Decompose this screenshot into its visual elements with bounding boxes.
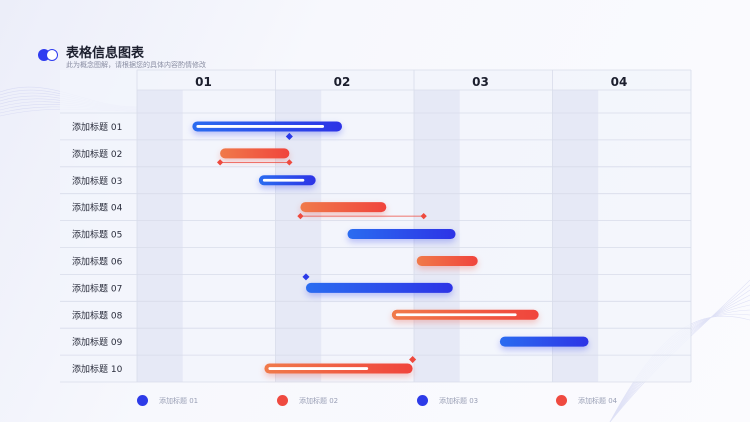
task-bar [220, 148, 290, 159]
column-header-label: 04 [611, 75, 628, 89]
row-label: 添加标题 03 [72, 175, 122, 187]
legend-dot-icon [137, 395, 148, 406]
row-label: 添加标题 05 [72, 229, 122, 241]
task-bar [300, 202, 387, 213]
progress-track [196, 125, 325, 128]
legend-label: 添加标题 03 [439, 397, 479, 405]
row-label: 添加标题 01 [72, 121, 122, 133]
row-label: 添加标题 06 [72, 255, 123, 267]
column-band [552, 90, 599, 382]
progress-track [395, 313, 517, 317]
row-label: 添加标题 02 [72, 148, 122, 160]
milestone-marker [409, 356, 417, 364]
row-label: 添加标题 04 [72, 202, 123, 214]
page-title: 表格信息图表 [66, 46, 145, 61]
range-marker [286, 159, 293, 166]
task-bar [305, 282, 453, 293]
milestone-marker [285, 132, 293, 140]
task-bar [499, 336, 589, 347]
column-header-label: 02 [334, 75, 351, 89]
row-label: 添加标题 09 [72, 336, 123, 348]
task-bar [347, 229, 456, 240]
column-header-label: 01 [195, 75, 212, 89]
row-label: 添加标题 07 [72, 282, 122, 294]
row-label: 添加标题 08 [72, 309, 123, 321]
page-subtitle: 此为概念图解，请根据您的具体内容酌情修改 [66, 61, 206, 69]
legend-dot-icon [277, 395, 288, 406]
column-header-label: 03 [472, 75, 489, 89]
milestone-marker [302, 273, 310, 281]
toggle-logo-icon [38, 49, 60, 61]
task-bar [416, 255, 478, 266]
column-band [275, 90, 322, 382]
column-band [137, 90, 183, 382]
progress-track [262, 178, 305, 182]
legend-dot-icon [556, 395, 567, 406]
legend-label: 添加标题 04 [578, 397, 618, 405]
legend-label: 添加标题 01 [159, 397, 199, 405]
legend-label: 添加标题 02 [299, 397, 339, 405]
range-marker [216, 159, 224, 166]
progress-track [268, 367, 369, 370]
legend-dot-icon [417, 395, 428, 406]
row-label: 添加标题 10 [72, 363, 123, 375]
